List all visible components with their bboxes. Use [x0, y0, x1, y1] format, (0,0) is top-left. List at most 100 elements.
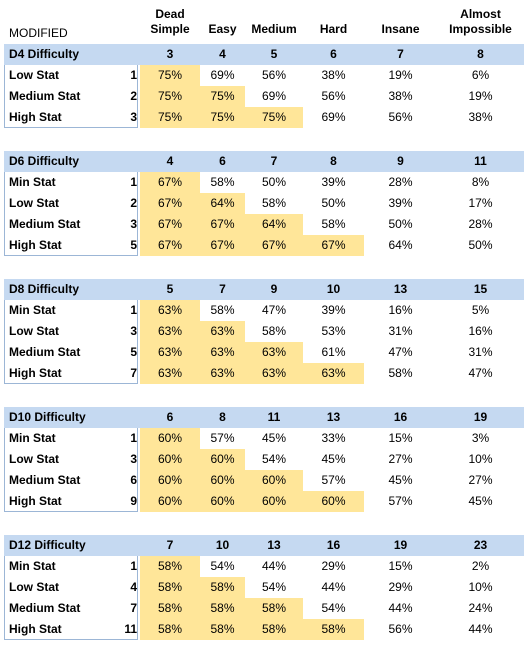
target-number: 8	[330, 154, 337, 168]
table-row: Medium Stat 2 75% 75% 69% 56% 38% 19%	[4, 86, 524, 107]
stat-value: 2	[130, 89, 137, 103]
probability-cell: 38%	[468, 110, 493, 124]
table-row: Min Stat 1 60% 57% 45% 33% 15% 3%	[4, 428, 524, 449]
probability-cell: 10%	[468, 452, 493, 466]
probability-cell: 54%	[321, 601, 346, 615]
probability-cell: 69%	[321, 110, 346, 124]
table-row: Medium Stat 6 60% 60% 60% 57% 45% 27%	[4, 470, 524, 491]
probability-cell: 58%	[200, 577, 245, 598]
probability-cell: 5%	[471, 303, 490, 317]
row-label: High Stat	[9, 238, 62, 252]
probability-cell: 39%	[388, 196, 413, 210]
target-number: 10	[215, 538, 230, 552]
row-label: Min Stat	[9, 431, 56, 445]
stat-value: 7	[130, 601, 137, 615]
row-label-frame	[4, 556, 138, 640]
target-number: 13	[326, 410, 341, 424]
target-number: 5	[166, 282, 174, 296]
target-number: 19	[473, 410, 488, 424]
probability-cell: 28%	[468, 217, 493, 231]
table-row: Low Stat 2 67% 64% 58% 50% 39% 17%	[4, 193, 524, 214]
target-number: 11	[474, 154, 487, 168]
column-title-medium: Medium	[251, 22, 297, 36]
probability-cell: 67%	[303, 235, 364, 256]
probability-cell: 63%	[245, 342, 303, 363]
probability-cell: 24%	[468, 601, 493, 615]
table-row: High Stat 11 58% 58% 58% 58% 56% 44%	[4, 619, 524, 640]
probability-cell: 31%	[388, 324, 413, 338]
target-number: 6	[166, 410, 174, 424]
probability-cell: 54%	[261, 452, 287, 466]
table-row: Medium Stat 7 58% 58% 58% 54% 44% 24%	[4, 598, 524, 619]
stat-value: 1	[130, 559, 137, 573]
table-row: High Stat 3 75% 75% 75% 69% 56% 38%	[4, 107, 524, 128]
probability-cell: 44%	[261, 559, 287, 573]
probability-cell: 45%	[388, 473, 413, 487]
table-title: D8 Difficulty	[9, 282, 80, 296]
probability-cell: 15%	[388, 559, 413, 573]
stat-value: 3	[130, 110, 137, 124]
probability-cell: 19%	[388, 68, 413, 82]
probability-cell: 58%	[140, 577, 200, 598]
target-number: 23	[473, 538, 488, 552]
table-row: High Stat 7 63% 63% 63% 63% 58% 47%	[4, 363, 524, 384]
probability-cell: 6%	[471, 68, 490, 82]
row-label: High Stat	[9, 494, 62, 508]
probability-cell: 27%	[388, 452, 413, 466]
probability-cell: 63%	[140, 363, 200, 384]
stat-value: 11	[124, 622, 137, 636]
row-label: Min Stat	[9, 303, 56, 317]
target-number: 7	[270, 154, 278, 168]
stat-value: 1	[130, 68, 137, 82]
probability-cell: 19%	[468, 89, 493, 103]
probability-cell: 67%	[200, 214, 245, 235]
probability-cell: 56%	[261, 68, 287, 82]
stat-value: 2	[130, 196, 137, 210]
probability-cell: 44%	[388, 601, 413, 615]
stat-value: 1	[130, 303, 137, 317]
probability-cell: 56%	[321, 89, 346, 103]
target-number: 16	[326, 538, 341, 552]
probability-cell: 58%	[140, 598, 200, 619]
probability-cell: 61%	[321, 345, 346, 359]
probability-cell: 39%	[321, 303, 346, 317]
row-label-frame	[4, 172, 138, 256]
probability-cell: 47%	[261, 303, 287, 317]
probability-cell: 2%	[471, 559, 490, 573]
target-number: 6	[330, 47, 337, 61]
probability-cell: 27%	[468, 473, 493, 487]
target-number: 8	[219, 410, 226, 424]
table-header-row: D6 Difficulty 4 6 7 8 9 11	[4, 151, 524, 172]
probability-cell: 75%	[245, 107, 303, 128]
column-title-easy: Easy	[208, 22, 237, 36]
probability-cell: 57%	[388, 494, 413, 508]
table-title: D6 Difficulty	[9, 154, 80, 168]
target-number: 6	[219, 154, 226, 168]
probability-cell: 58%	[261, 196, 287, 210]
stat-value: 7	[130, 366, 137, 380]
table-row: High Stat 5 67% 67% 67% 67% 64% 50%	[4, 235, 524, 256]
probability-cell: 60%	[303, 491, 364, 512]
probability-cell: 16%	[468, 324, 493, 338]
target-number: 13	[267, 538, 281, 552]
target-number: 7	[397, 47, 404, 61]
target-number: 5	[270, 47, 278, 61]
target-number: 8	[477, 47, 484, 61]
probability-cell: 58%	[200, 619, 245, 640]
table-row: Min Stat 1 58% 54% 44% 29% 15% 2%	[4, 556, 524, 577]
row-label-frame	[4, 300, 138, 384]
probability-cell: 54%	[261, 580, 287, 594]
stat-value: 1	[130, 175, 137, 189]
probability-cell: 58%	[245, 598, 303, 619]
probability-cell: 58%	[303, 619, 364, 640]
probability-cell: 50%	[321, 196, 346, 210]
probability-cell: 58%	[245, 619, 303, 640]
probability-cell: 45%	[261, 431, 287, 445]
probability-cell: 75%	[140, 107, 200, 128]
row-label: Medium Stat	[9, 89, 81, 103]
probability-cell: 58%	[200, 598, 245, 619]
stat-value: 5	[130, 345, 137, 359]
row-label: High Stat	[9, 622, 62, 636]
probability-cell: 56%	[388, 622, 413, 636]
